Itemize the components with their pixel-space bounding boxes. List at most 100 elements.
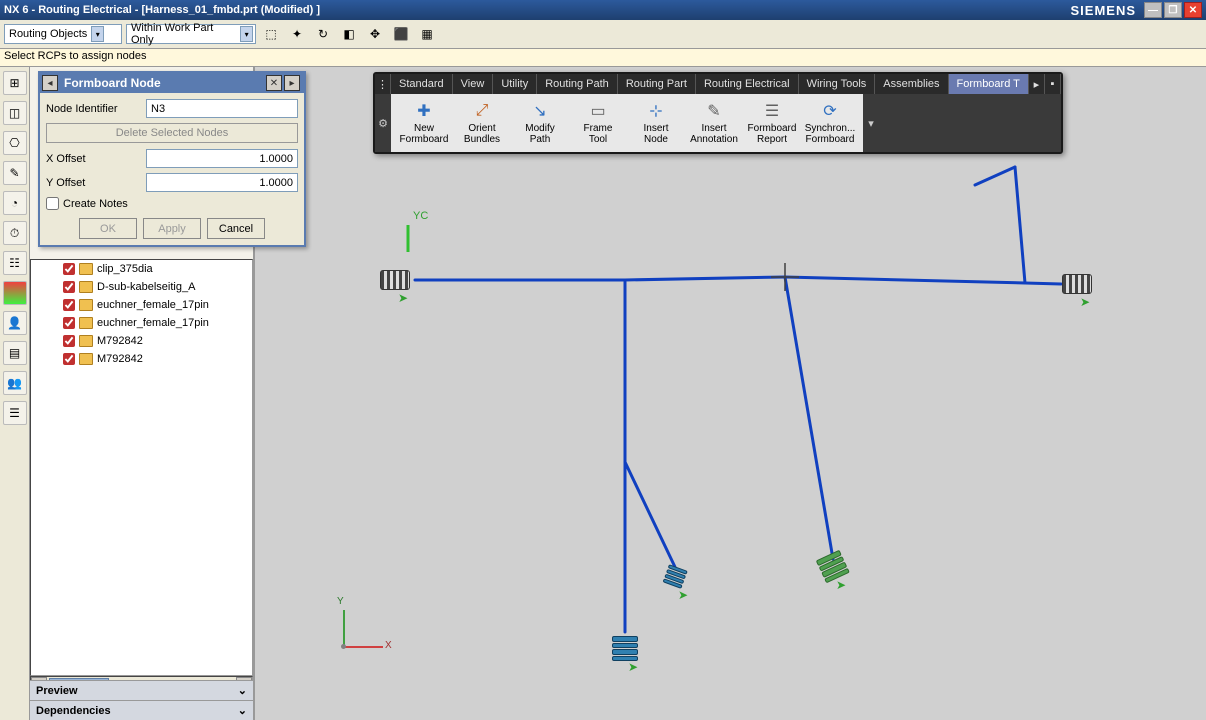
graphics-canvas[interactable]: YC ⋮ StandardViewUtilityRouting PathRout… <box>255 67 1206 720</box>
direction-arrow-icon: ➤ <box>678 588 688 598</box>
strip-btn-3[interactable]: ⎔ <box>3 131 27 155</box>
chevron-down-icon[interactable]: ▾ <box>91 26 104 42</box>
y-offset-label: Y Offset <box>46 177 140 189</box>
y-offset-input[interactable] <box>146 173 298 192</box>
minimize-button[interactable]: — <box>1144 2 1162 18</box>
connector-barrel[interactable] <box>1062 274 1092 294</box>
ribbon-tab[interactable]: Wiring Tools <box>799 74 876 94</box>
dialog-title-bar[interactable]: ◂ Formboard Node ✕ ▸ <box>40 73 304 93</box>
ribbon-button-orient[interactable]: ⤢ OrientBundles <box>453 98 511 148</box>
ribbon-scroll-right[interactable]: ▸ <box>1029 74 1045 94</box>
ribbon-grip-icon[interactable]: ⋮ <box>375 74 391 94</box>
tb-icon-5[interactable]: ✥ <box>364 23 386 45</box>
tree-checkbox[interactable] <box>63 317 75 329</box>
tb-icon-4[interactable]: ◧ <box>338 23 360 45</box>
ribbon-side-left[interactable]: ⚙ <box>375 94 391 152</box>
component-icon <box>79 317 93 329</box>
direction-arrow-icon: ➤ <box>398 291 408 301</box>
tree-item[interactable]: M792842 <box>31 350 252 368</box>
tb-icon-3[interactable]: ↻ <box>312 23 334 45</box>
tree-checkbox[interactable] <box>63 263 75 275</box>
dialog-close-button[interactable]: ✕ <box>266 75 282 91</box>
strip-btn-1[interactable]: ⊞ <box>3 71 27 95</box>
strip-btn-7[interactable]: ☷ <box>3 251 27 275</box>
connector-barrel[interactable] <box>380 270 410 290</box>
ribbon-tab[interactable]: Routing Path <box>537 74 618 94</box>
tb-icon-7[interactable]: ▦ <box>416 23 438 45</box>
connector-stack-blue[interactable] <box>612 636 638 662</box>
connector-stack-blue-sm[interactable] <box>665 567 685 587</box>
ribbon-tab[interactable]: Formboard T <box>949 74 1029 94</box>
tb-icon-6[interactable]: ⬛ <box>390 23 412 45</box>
close-button[interactable]: ✕ <box>1184 2 1202 18</box>
apply-button[interactable]: Apply <box>143 218 201 239</box>
dependencies-section[interactable]: Dependencies ⌄ <box>30 700 253 720</box>
scope-combo[interactable]: Within Work Part Only ▾ <box>126 24 256 44</box>
ribbon-button-insert[interactable]: ✎ InsertAnnotation <box>685 98 743 148</box>
ribbon-tab[interactable]: View <box>453 74 494 94</box>
strip-btn-5[interactable]: ◔ <box>3 191 27 215</box>
ribbon-tab[interactable]: Routing Part <box>618 74 696 94</box>
formboard-node-dialog: ◂ Formboard Node ✕ ▸ Node Identifier Del… <box>38 71 306 247</box>
ribbon-button-icon: ▭ <box>586 101 610 121</box>
ribbon-tab[interactable]: Standard <box>391 74 453 94</box>
tree-item[interactable]: M792842 <box>31 332 252 350</box>
tree-checkbox[interactable] <box>63 353 75 365</box>
routing-drawing: YC <box>255 67 1206 720</box>
ribbon-button-icon: ✚ <box>412 101 436 121</box>
x-offset-input[interactable] <box>146 149 298 168</box>
strip-btn-10[interactable]: ▤ <box>3 341 27 365</box>
section-label: Dependencies <box>36 705 111 717</box>
dialog-fwd-button[interactable]: ▸ <box>284 75 300 91</box>
ribbon-button-formboard[interactable]: ☰ FormboardReport <box>743 98 801 148</box>
tb-icon-1[interactable]: ⬚ <box>260 23 282 45</box>
maximize-button[interactable]: ❐ <box>1164 2 1182 18</box>
node-id-input[interactable] <box>146 99 298 118</box>
connector-stack-green[interactable] <box>820 554 846 580</box>
strip-btn-8[interactable] <box>3 281 27 305</box>
strip-btn-12[interactable]: ☰ <box>3 401 27 425</box>
origin-dot <box>341 644 346 649</box>
svg-text:YC: YC <box>413 210 428 222</box>
ribbon-menu-icon[interactable]: ▪ <box>1045 74 1061 94</box>
tree-checkbox[interactable] <box>63 335 75 347</box>
assembly-tree[interactable]: clip_375dia D-sub-kabelseitig_A euchner_… <box>30 259 253 676</box>
node-id-label: Node Identifier <box>46 103 140 115</box>
y-axis <box>343 610 345 648</box>
ribbon-button-insert[interactable]: ⊹ InsertNode <box>627 98 685 148</box>
cancel-button[interactable]: Cancel <box>207 218 265 239</box>
hint-bar: Select RCPs to assign nodes <box>0 49 1206 67</box>
ribbon-tab[interactable]: Assemblies <box>875 74 948 94</box>
strip-btn-2[interactable]: ◫ <box>3 101 27 125</box>
dialog-back-button[interactable]: ◂ <box>42 75 58 91</box>
tree-checkbox[interactable] <box>63 299 75 311</box>
ribbon-button-icon: ↘ <box>528 101 552 121</box>
ribbon-button-frame[interactable]: ▭ FrameTool <box>569 98 627 148</box>
ribbon-tab[interactable]: Utility <box>493 74 537 94</box>
strip-btn-4[interactable]: ✎ <box>3 161 27 185</box>
delete-nodes-button[interactable]: Delete Selected Nodes <box>46 123 298 143</box>
preview-section[interactable]: Preview ⌄ <box>30 680 253 700</box>
ribbon-side-right[interactable]: ▾ <box>863 94 879 152</box>
x-axis <box>343 646 383 648</box>
strip-btn-11[interactable]: 👥 <box>3 371 27 395</box>
ribbon-tab[interactable]: Routing Electrical <box>696 74 799 94</box>
tree-checkbox[interactable] <box>63 281 75 293</box>
chevron-down-icon[interactable]: ▾ <box>240 26 253 42</box>
selection-filter-combo[interactable]: Routing Objects ▾ <box>4 24 122 44</box>
ribbon-button-modify[interactable]: ↘ ModifyPath <box>511 98 569 148</box>
ok-button[interactable]: OK <box>79 218 137 239</box>
tb-icon-2[interactable]: ✦ <box>286 23 308 45</box>
strip-btn-9[interactable]: 👤 <box>3 311 27 335</box>
tree-item[interactable]: D-sub-kabelseitig_A <box>31 278 252 296</box>
brand-label: SIEMENS <box>1070 3 1136 18</box>
tree-item[interactable]: euchner_female_17pin <box>31 296 252 314</box>
dialog-title: Formboard Node <box>60 76 266 90</box>
create-notes-checkbox[interactable] <box>46 197 59 210</box>
ribbon-button-new[interactable]: ✚ NewFormboard <box>395 98 453 148</box>
tree-item[interactable]: euchner_female_17pin <box>31 314 252 332</box>
strip-btn-6[interactable]: ⏱ <box>3 221 27 245</box>
tree-item[interactable]: clip_375dia <box>31 260 252 278</box>
ribbon-button-synchron-[interactable]: ⟳ Synchron...Formboard <box>801 98 859 148</box>
ribbon-button-label: ModifyPath <box>525 123 554 145</box>
